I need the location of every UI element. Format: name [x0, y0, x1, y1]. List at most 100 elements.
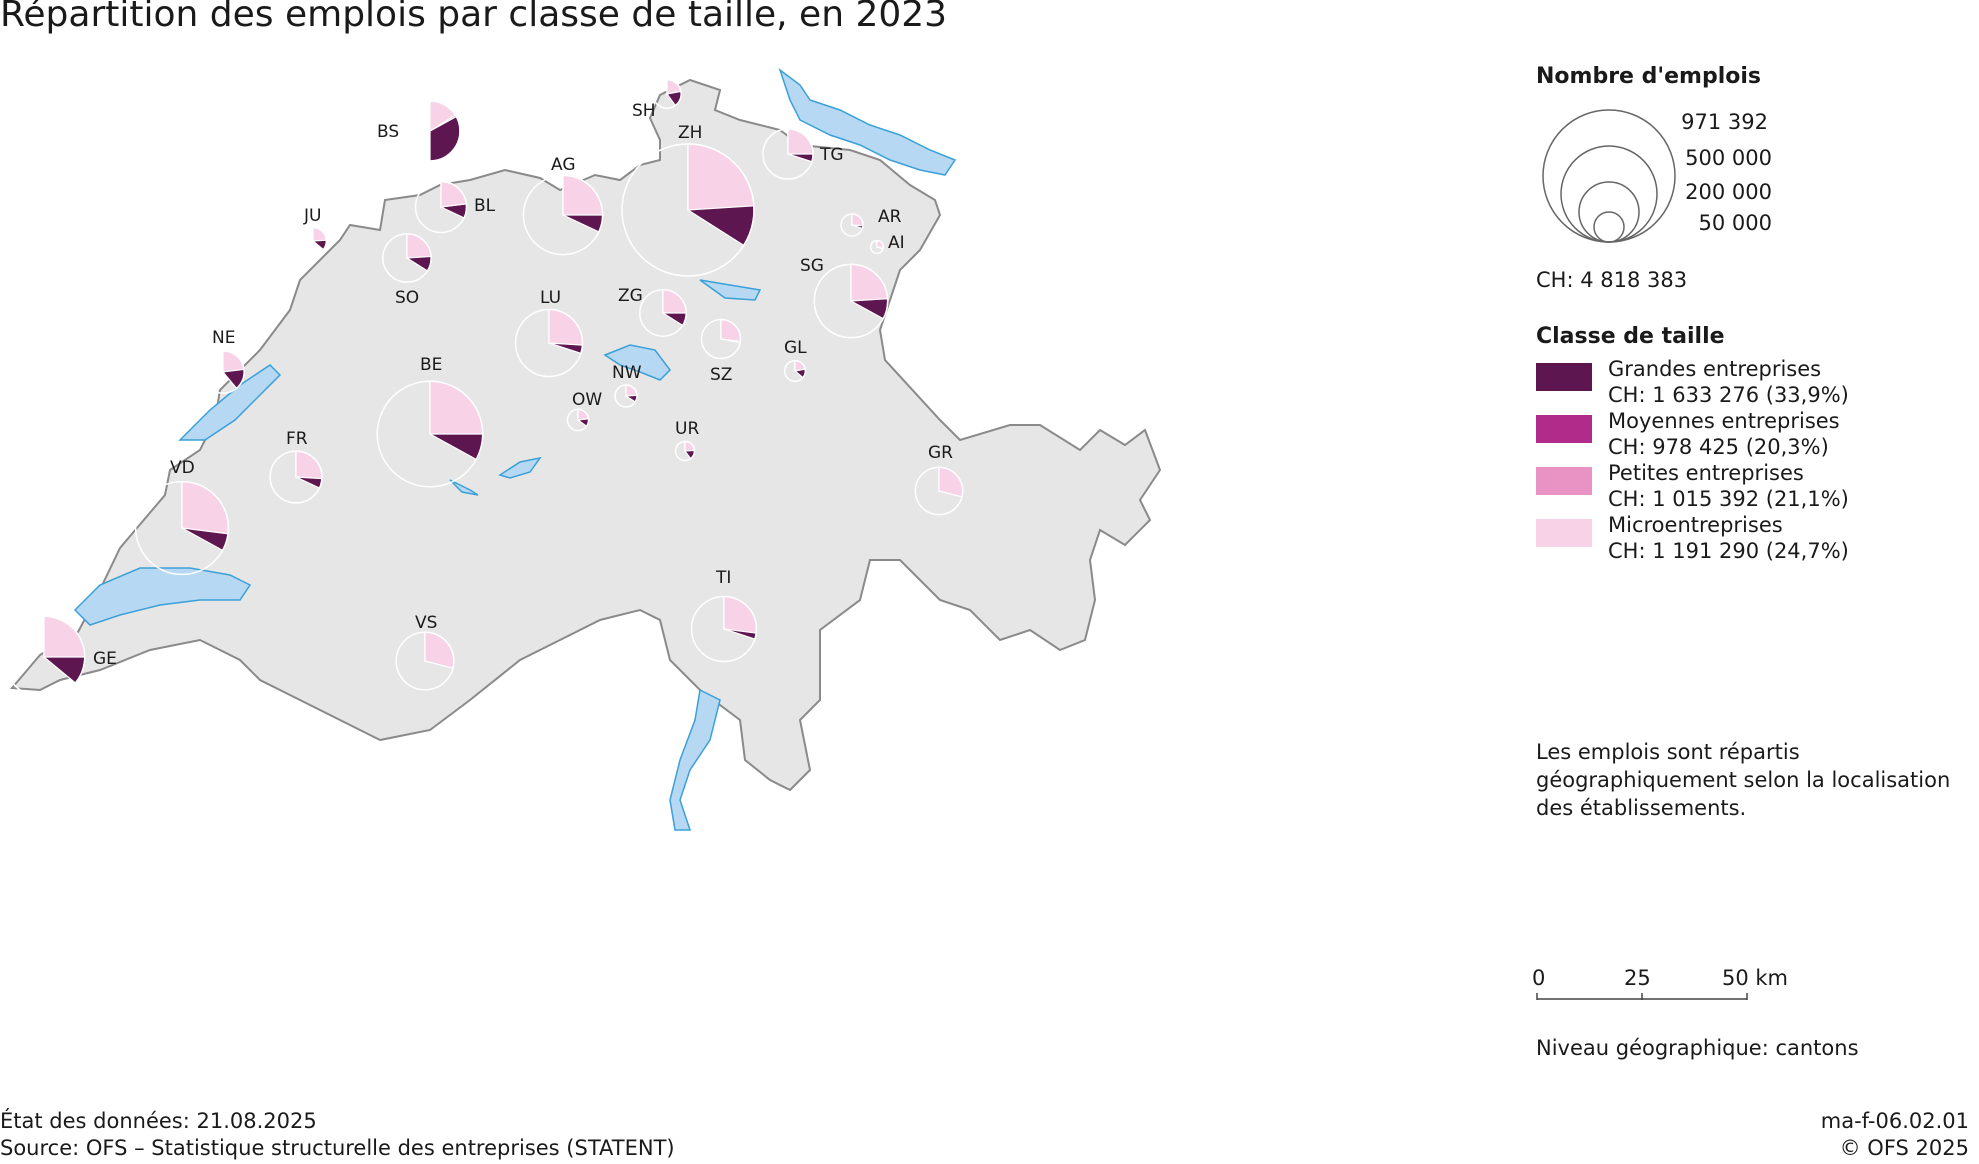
- lake-maggiore: [669, 688, 721, 831]
- canton-label-bs: BS: [377, 122, 399, 142]
- canton-label-tg: TG: [819, 145, 844, 165]
- pie-outline-vs: [395, 631, 455, 691]
- canton-label-sg: SG: [800, 256, 824, 276]
- switzerland-map: ZH BE VD GE AG SG LU TI BS VS FR BL TG G…: [2, 67, 1162, 831]
- lake-lucerne: [603, 344, 671, 381]
- canton-label-ow: OW: [572, 390, 602, 410]
- lake-geneva: [73, 567, 252, 626]
- methodology-note: Les emplois sont répartis géographiqueme…: [1536, 740, 1951, 820]
- swatch-petites: [1536, 467, 1592, 495]
- canton-label-layer: ZH BE VD GE AG SG LU TI BS VS FR BL TG G…: [93, 101, 953, 669]
- size-circle-50000: [1593, 211, 1625, 243]
- swatch-moyennes: [1536, 415, 1592, 443]
- canton-label-ai: AI: [888, 233, 905, 253]
- class-legend-heading: Classe de taille: [1536, 324, 1725, 349]
- legend-item-grandes: Grandes entreprises CH: 1 633 276 (33,9%…: [1536, 356, 1976, 416]
- pie-outline-sz: [700, 318, 742, 360]
- pie-outline-ti: [690, 595, 758, 663]
- canton-label-ge: GE: [93, 649, 117, 669]
- copyright: © OFS 2025: [1839, 1136, 1969, 1160]
- swatch-micro: [1536, 519, 1592, 547]
- pie-outline-zh: [621, 143, 755, 277]
- scale-tick-0: 0: [1532, 966, 1546, 990]
- data-state: État des données: 21.08.2025: [0, 1109, 317, 1133]
- pie-outline-bl: [414, 180, 468, 234]
- pie-outline-gl: [783, 359, 807, 383]
- canton-label-ar: AR: [878, 207, 902, 227]
- canton-label-sz: SZ: [710, 365, 732, 385]
- canton-label-vs: VS: [415, 613, 437, 633]
- pie-outline-nw: [614, 384, 638, 408]
- canton-label-vd: VD: [170, 458, 195, 478]
- size-legend-heading: Nombre d'emplois: [1536, 64, 1761, 89]
- map-title: Répartition des emplois par classe de ta…: [0, 0, 948, 35]
- pie-outline-fr: [269, 450, 323, 504]
- canton-label-zh: ZH: [678, 123, 702, 143]
- size-label-2: 500 000: [1685, 146, 1772, 170]
- lake-neuchatel: [178, 364, 282, 441]
- pie-layer: [2, 79, 964, 699]
- canton-label-be: BE: [420, 355, 442, 375]
- class-name: Moyennes entreprises: [1608, 409, 1840, 433]
- pie-outline-ne: [201, 350, 245, 394]
- scale-tick-50: 50 km: [1722, 966, 1789, 990]
- pie-outline-lu: [514, 308, 584, 378]
- pie-outline-ur: [674, 440, 696, 462]
- pie-outline-ge: [2, 615, 86, 699]
- size-legend-circles: [1542, 109, 1676, 243]
- class-name: Petites entreprises: [1608, 461, 1804, 485]
- footer-left: État des données: 21.08.2025 Source: OFS…: [0, 1108, 675, 1162]
- pie-outline-ar: [840, 213, 864, 237]
- pie-outline-ju: [298, 226, 328, 256]
- pie-outline-be: [376, 380, 484, 488]
- canton-label-ne: NE: [212, 328, 235, 348]
- map-code: ma-f-06.02.01: [1820, 1109, 1969, 1133]
- pie-outline-sh: [652, 79, 682, 109]
- pie-outline-sg: [813, 263, 889, 339]
- lake-brienz: [498, 456, 542, 479]
- class-value: CH: 978 425 (20,3%): [1608, 435, 1829, 459]
- swatch-grandes: [1536, 363, 1592, 391]
- canton-label-ag: AG: [551, 155, 576, 175]
- pie-outline-zg: [639, 289, 687, 337]
- legend-item-micro: Microentreprises CH: 1 191 290 (24,7%): [1536, 512, 1976, 572]
- scale-tick-25: 25: [1624, 966, 1651, 990]
- class-value: CH: 1 015 392 (21,1%): [1608, 487, 1849, 511]
- pie-outline-ow: [566, 408, 590, 432]
- canton-label-sh: SH: [632, 101, 656, 121]
- legend-item-petites: Petites entreprises CH: 1 015 392 (21,1%…: [1536, 460, 1976, 520]
- pie-outline-so: [382, 233, 432, 283]
- geographic-level: Niveau géographique: cantons: [1536, 1036, 1859, 1060]
- class-value: CH: 1 191 290 (24,7%): [1608, 539, 1849, 563]
- canton-label-zg: ZG: [618, 286, 643, 306]
- canton-label-so: SO: [395, 288, 419, 308]
- legend-item-moyennes: Moyennes entreprises CH: 978 425 (20,3%): [1536, 408, 1976, 468]
- pie-outline-ai: [869, 239, 885, 255]
- lake-zurich: [699, 279, 762, 301]
- size-label-4: 50 000: [1698, 211, 1772, 235]
- footer-right: ma-f-06.02.01 © OFS 2025: [1821, 1108, 1969, 1162]
- class-value: CH: 1 633 276 (33,9%): [1608, 383, 1849, 407]
- canton-label-fr: FR: [286, 429, 308, 449]
- size-label-3: 200 000: [1685, 180, 1772, 204]
- pie-outline-gr: [914, 466, 964, 516]
- canton-label-lu: LU: [540, 288, 561, 308]
- lake-thun: [449, 479, 479, 496]
- source-text: Source: OFS – Statistique structurelle d…: [0, 1136, 675, 1160]
- canton-label-nw: NW: [612, 363, 642, 383]
- canton-label-ur: UR: [675, 419, 699, 439]
- canton-label-ju: JU: [303, 206, 321, 226]
- pie-outline-bs: [399, 100, 461, 162]
- pie-outline-vd: [134, 480, 230, 576]
- total-employment: CH: 4 818 383: [1536, 268, 1688, 292]
- pie-outline-ag: [522, 174, 604, 256]
- canton-label-gr: GR: [928, 443, 953, 463]
- country-outline: [9, 78, 1162, 792]
- lake-constance: [778, 67, 957, 176]
- size-label-1: 971 392: [1681, 110, 1768, 134]
- scale-bar: 0 25 50 km: [1532, 966, 1788, 1006]
- scale-line: [1536, 993, 1748, 1000]
- canton-label-ti: TI: [715, 568, 731, 588]
- class-name: Microentreprises: [1608, 513, 1783, 537]
- canton-label-gl: GL: [784, 338, 807, 358]
